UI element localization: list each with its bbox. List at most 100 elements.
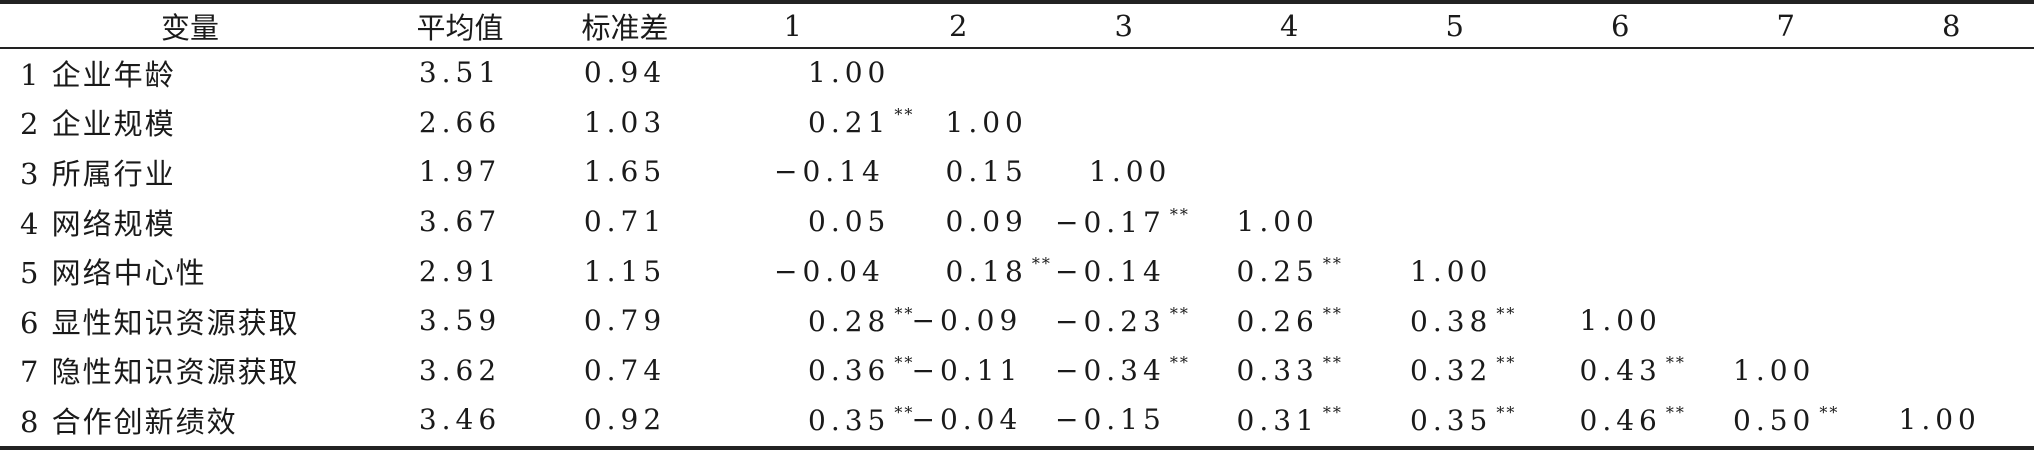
correlation-value: 0.15: [946, 155, 1028, 188]
correlation-value: −0.17 **: [1055, 205, 1190, 239]
mean-value: 2.91: [418, 254, 502, 288]
correlation-coefficient: −0.09: [911, 304, 1023, 338]
empty-cell: [1869, 48, 2034, 98]
correlation-value: −0.04: [774, 255, 885, 288]
correlation-value: 0.18 **: [946, 254, 1052, 288]
corr-cell-6: 0.43 **: [1538, 346, 1704, 396]
correlation-coefficient: 0.46: [1579, 403, 1662, 437]
corr-cell-4: 0.25 **: [1207, 246, 1373, 296]
significance-marker: **: [1819, 402, 1840, 422]
header-col-7: 7: [1776, 9, 1795, 43]
header-col-2: 2: [949, 9, 968, 43]
table-bottom-rule: [0, 446, 2034, 450]
significance-marker: **: [894, 402, 915, 422]
significance-marker: **: [894, 105, 915, 125]
corr-cell-3: −0.23 **: [1041, 296, 1207, 346]
corr-cell-2: 0.18 **: [876, 246, 1050, 296]
empty-cell: [1869, 246, 2034, 296]
significance-marker: **: [1496, 303, 1517, 323]
significance-marker: **: [1322, 402, 1343, 422]
empty-cell: [1372, 48, 1538, 98]
correlation-coefficient: 0.36: [808, 354, 891, 388]
header-col-3: 3: [1114, 9, 1133, 43]
table-row: 3 所属行业 1.97 1.65 −0.14 0.15 1.00: [0, 147, 2034, 197]
corr-cell-6: 0.46 **: [1538, 395, 1704, 445]
sd-value: 1.15: [583, 254, 667, 288]
empty-cell: [1207, 147, 1373, 197]
correlation-coefficient: 0.05: [808, 205, 891, 239]
variable-name: 8 合作创新绩效: [20, 404, 238, 439]
correlation-value: −0.14: [774, 155, 885, 188]
correlation-value: 0.21 **: [808, 105, 914, 139]
variable-name: 5 网络中心性: [20, 256, 207, 291]
sd-value: 0.79: [583, 304, 667, 338]
correlation-table: 变量 平均值 标准差 1 2 3 4 5 6 7 8 1 企业年龄 3.51 0.9…: [0, 4, 2034, 445]
correlation-value: 1.00: [1410, 255, 1492, 288]
significance-marker: **: [1665, 353, 1686, 373]
correlation-coefficient: 1.00: [1733, 353, 1816, 387]
correlation-value: 0.31 **: [1237, 403, 1343, 437]
correlation-value: −0.23 **: [1055, 304, 1190, 338]
empty-cell: [876, 48, 1042, 98]
empty-cell: [1538, 246, 1704, 296]
mean-value: 1.97: [418, 155, 502, 189]
correlation-coefficient: 0.21: [808, 106, 891, 140]
significance-marker: **: [894, 353, 915, 373]
corr-cell-6: 1.00: [1538, 296, 1704, 346]
significance-marker: **: [1496, 353, 1517, 373]
significance-marker: **: [1665, 402, 1686, 422]
corr-cell-4: 1.00: [1207, 197, 1373, 247]
correlation-value: 1.00: [1580, 304, 1662, 337]
corr-cell-2: 1.00: [876, 98, 1042, 148]
table-row: 8 合作创新绩效 3.46 0.92 0.35 ** −0.04 −0.15 0.31 ** 0.…: [0, 395, 2034, 445]
variable-name: 1 企业年龄: [20, 57, 176, 92]
corr-cell-5: 0.38 **: [1372, 296, 1538, 346]
mean-value: 3.67: [418, 205, 502, 239]
mean-value: 3.46: [418, 403, 502, 437]
table-row: 1 企业年龄 3.51 0.94 1.00: [0, 48, 2034, 98]
variable-name: 7 隐性知识资源获取: [20, 355, 300, 390]
sd-value: 1.65: [583, 155, 667, 189]
corr-cell-5: 0.32 **: [1372, 346, 1538, 396]
correlation-value: 1.00: [1089, 155, 1171, 188]
empty-cell: [1372, 98, 1538, 148]
significance-marker: **: [1322, 303, 1343, 323]
table-row: 6 显性知识资源获取 3.59 0.79 0.28 ** −0.09 −0.23 ** 0.26…: [0, 296, 2034, 346]
corr-cell-5: 0.35 **: [1372, 395, 1538, 445]
empty-cell: [1703, 98, 1869, 148]
mean-value: 3.62: [418, 353, 502, 387]
correlation-coefficient: 0.32: [1410, 354, 1493, 388]
correlation-value: −0.15: [1055, 403, 1166, 436]
correlation-value: 0.36 **: [808, 353, 914, 387]
correlation-value: 0.50 **: [1733, 403, 1839, 437]
correlation-value: 0.33 **: [1237, 353, 1343, 387]
header-sd: 标准差: [581, 11, 669, 45]
table-body: 1 企业年龄 3.51 0.94 1.00 2 企业规模 2.66 1.03 0.21 ** 1.…: [0, 48, 2034, 445]
variable-name: 6 显性知识资源获取: [20, 305, 300, 340]
correlation-value: 0.43 **: [1580, 353, 1686, 387]
significance-marker: **: [1169, 204, 1190, 224]
header-mean: 平均值: [416, 11, 504, 45]
significance-marker: **: [1031, 254, 1052, 274]
corr-cell-3: −0.15: [1041, 395, 1207, 445]
correlation-coefficient: 0.43: [1579, 354, 1662, 388]
empty-cell: [1703, 147, 1869, 197]
empty-cell: [1538, 147, 1704, 197]
corr-cell-4: 0.31 **: [1207, 395, 1373, 445]
correlation-coefficient: 0.26: [1236, 304, 1319, 338]
empty-cell: [1869, 346, 2034, 396]
corr-cell-7: 1.00: [1703, 346, 1869, 396]
correlation-coefficient: 1.00: [1410, 254, 1493, 288]
empty-cell: [1869, 296, 2034, 346]
correlation-value: 1.00: [1733, 354, 1815, 387]
corr-cell-4: 0.26 **: [1207, 296, 1373, 346]
significance-marker: **: [1169, 303, 1190, 323]
table-header-row: 变量 平均值 标准差 1 2 3 4 5 6 7 8: [0, 4, 2034, 48]
correlation-value: 0.05: [808, 205, 890, 238]
corr-cell-8: 1.00: [1869, 395, 2034, 445]
correlation-value: 0.46 **: [1580, 403, 1686, 437]
correlation-coefficient: 0.15: [945, 155, 1028, 189]
correlation-value: 0.26 **: [1237, 304, 1343, 338]
empty-cell: [1869, 147, 2034, 197]
